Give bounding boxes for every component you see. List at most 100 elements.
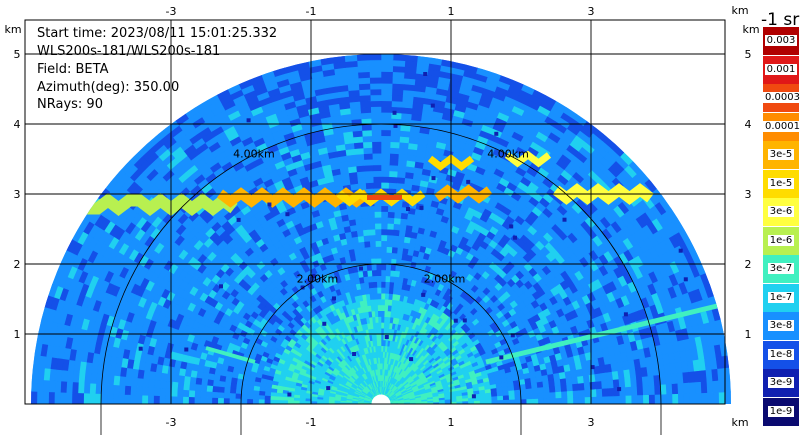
beta-cell <box>380 228 388 236</box>
beta-cell <box>380 251 387 259</box>
beta-cell <box>135 395 143 404</box>
beta-cell <box>385 246 393 254</box>
beta-cell <box>514 398 522 404</box>
beta-cell <box>206 385 214 393</box>
beta-cell <box>388 182 397 190</box>
beta-cell <box>630 385 638 396</box>
beta-cell <box>398 135 410 144</box>
beta-cell <box>380 316 385 323</box>
beta-cell <box>384 281 390 288</box>
beta-cell <box>380 257 387 265</box>
beta-cell <box>397 241 405 249</box>
beta-cell <box>392 223 401 231</box>
beta-cell <box>124 385 132 396</box>
beta-cell <box>399 218 408 226</box>
beta-cell <box>387 293 393 300</box>
beta-cell <box>354 218 363 226</box>
beta-cell <box>582 374 591 384</box>
beta-cell <box>671 382 679 395</box>
beta-cell <box>479 399 487 404</box>
beta-cell <box>526 393 533 400</box>
beta-cell <box>372 281 378 288</box>
beta-cell <box>188 390 196 398</box>
beta-cell <box>665 383 673 395</box>
beta-cell <box>648 384 656 395</box>
beta-cell <box>380 176 390 183</box>
beta-cell <box>666 393 674 404</box>
beta-cell <box>136 378 144 388</box>
beta-cell <box>624 377 632 388</box>
beta-cell <box>89 383 97 395</box>
beta-cell <box>380 146 391 154</box>
beta-cell <box>246 398 253 404</box>
beta-cell <box>217 397 224 404</box>
beta-cell <box>553 378 562 387</box>
beta-cell <box>129 394 137 404</box>
beta-cell <box>258 395 265 401</box>
beta-cell <box>363 158 374 166</box>
beta-cell <box>118 394 125 404</box>
beta-cell <box>388 281 395 289</box>
beta-cell <box>572 382 580 391</box>
beta-cell <box>211 391 219 399</box>
beta-cell <box>177 375 185 384</box>
beta-cell <box>376 275 382 282</box>
beta-cell <box>60 381 68 394</box>
beta-cell <box>659 383 668 395</box>
beta-cell <box>142 378 150 389</box>
beta-cell <box>571 376 579 385</box>
beta-cell <box>388 287 394 295</box>
beta-cell <box>362 234 370 242</box>
beta-cell <box>359 106 372 114</box>
beta-cell <box>206 379 214 387</box>
beta-cell <box>371 146 382 154</box>
beta-cell <box>363 164 374 172</box>
beta-cell <box>398 147 409 155</box>
beta-cell <box>390 263 396 271</box>
beta-cell <box>211 385 219 393</box>
beta-cell <box>361 135 373 143</box>
beta-cell <box>389 269 396 277</box>
beta-cell <box>377 304 382 312</box>
beta-cell <box>384 275 391 283</box>
beta-cell <box>384 298 389 306</box>
beta-cell <box>176 382 185 391</box>
beta-cell <box>396 170 406 179</box>
beta-cell <box>141 386 149 397</box>
beta-cell <box>355 223 364 232</box>
beta-cell <box>497 395 504 401</box>
beta-cell <box>374 240 382 247</box>
beta-cell <box>606 379 615 389</box>
beta-cell <box>683 392 691 404</box>
beta-cell <box>176 389 184 398</box>
beta-cell <box>170 396 178 404</box>
beta-cell <box>396 176 406 184</box>
beta-cell <box>352 135 364 144</box>
beta-cell <box>641 375 650 387</box>
beta-cell <box>380 339 384 347</box>
beta-field <box>31 54 731 404</box>
beta-cell <box>572 389 580 398</box>
beta-cell <box>224 381 232 389</box>
beta-cell <box>637 394 644 404</box>
beta-cell <box>393 217 401 225</box>
beta-cell <box>380 333 384 341</box>
beta-cell <box>171 381 179 391</box>
beta-cell <box>595 380 603 390</box>
beta-cell <box>170 389 178 398</box>
beta-cell <box>293 397 300 402</box>
beta-cell <box>584 389 592 398</box>
beta-cell <box>602 395 609 404</box>
beta-cell <box>246 389 254 396</box>
beta-cell <box>355 159 365 167</box>
beta-cell <box>386 217 395 224</box>
beta-cell <box>164 396 172 404</box>
beta-cell <box>380 100 392 108</box>
beta-cell <box>371 129 382 137</box>
beta-cell <box>654 384 662 395</box>
beta-cell <box>389 141 400 149</box>
beta-cell <box>689 392 697 404</box>
beta-cell <box>561 397 569 404</box>
beta-cell <box>94 393 102 404</box>
beta-cell <box>380 321 385 329</box>
